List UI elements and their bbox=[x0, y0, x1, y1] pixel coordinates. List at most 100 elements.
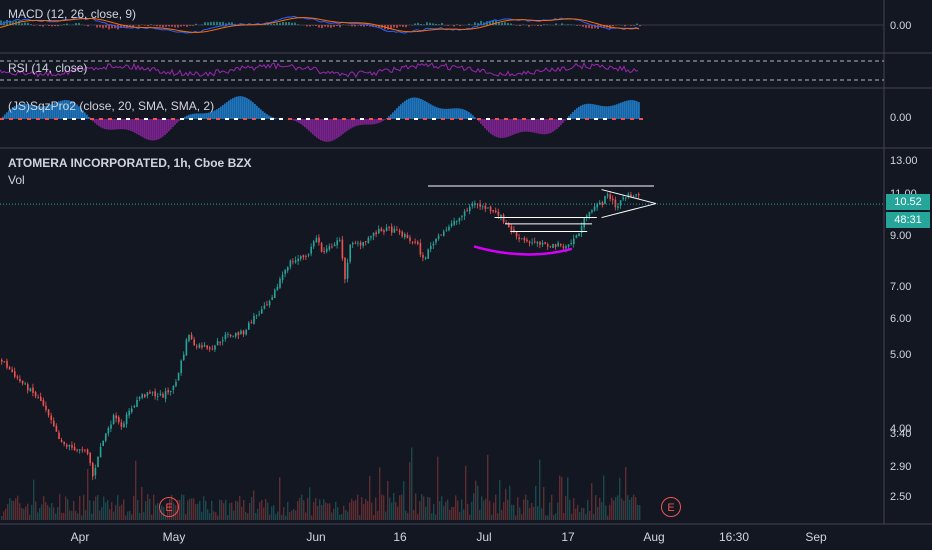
candle-body bbox=[258, 313, 260, 315]
volume-bar bbox=[523, 499, 525, 520]
macd-histogram-bar bbox=[42, 25, 44, 27]
candle-body bbox=[84, 449, 86, 451]
candle-body bbox=[271, 297, 273, 300]
sqz-momentum-bar bbox=[478, 119, 480, 122]
volume-bar bbox=[365, 498, 367, 520]
volume-bar bbox=[263, 507, 265, 520]
x-tick-may: May bbox=[162, 530, 186, 544]
volume-bar bbox=[377, 511, 379, 520]
sqz-momentum-bar bbox=[314, 119, 316, 137]
macd-histogram-bar bbox=[105, 25, 107, 28]
earnings-marker-may[interactable]: E bbox=[159, 497, 179, 517]
volume-bar bbox=[397, 506, 399, 520]
x-tick-jul: Jul bbox=[476, 530, 492, 544]
candle-body bbox=[170, 391, 172, 392]
volume-bar bbox=[591, 483, 593, 520]
sqz-momentum-bar bbox=[628, 100, 630, 119]
candle-body bbox=[456, 221, 458, 222]
sqz-momentum-bar bbox=[362, 119, 364, 125]
volume-bar bbox=[293, 509, 295, 520]
macd-histogram-bar bbox=[333, 25, 335, 27]
macd-histogram-bar bbox=[102, 25, 104, 29]
candle-body bbox=[1, 359, 3, 362]
sqz-momentum-bar bbox=[100, 119, 102, 128]
macd-histogram-bar bbox=[291, 22, 293, 25]
candle-body bbox=[16, 376, 19, 378]
sqz-momentum-bar bbox=[488, 119, 490, 133]
candle-body bbox=[287, 267, 289, 271]
candle-body bbox=[580, 226, 583, 234]
macd-histogram-bar bbox=[132, 25, 134, 27]
candle-body bbox=[554, 244, 557, 247]
candle-body bbox=[115, 415, 117, 419]
macd-histogram-bar bbox=[30, 24, 32, 25]
volume-bar bbox=[307, 498, 309, 520]
sqz-momentum-bar bbox=[102, 119, 104, 129]
volume-bar bbox=[187, 500, 189, 520]
candle-body bbox=[362, 241, 364, 246]
candle-body bbox=[183, 354, 185, 361]
volume-bar bbox=[273, 505, 275, 520]
volume-bar bbox=[243, 500, 245, 520]
candle-body bbox=[401, 231, 403, 237]
earnings-marker-aug[interactable]: E bbox=[661, 497, 681, 517]
volume-bar bbox=[289, 512, 291, 520]
macd-histogram-bar bbox=[57, 25, 59, 27]
macd-histogram-bar bbox=[414, 23, 416, 25]
volume-bar bbox=[349, 502, 351, 520]
volume-bar bbox=[391, 502, 393, 520]
sqz-momentum-bar bbox=[542, 119, 544, 135]
candle-body bbox=[411, 241, 414, 243]
volume-bar bbox=[207, 509, 209, 520]
volume-bar bbox=[257, 509, 259, 520]
volume-bar bbox=[31, 504, 33, 520]
sqz-momentum-bar bbox=[626, 100, 628, 119]
candle-body bbox=[29, 388, 32, 391]
candle-body bbox=[118, 417, 120, 423]
sqz-momentum-bar bbox=[176, 119, 178, 124]
sqz-momentum-bar bbox=[468, 112, 470, 119]
candle-body bbox=[146, 392, 149, 396]
sqz-momentum-bar bbox=[588, 103, 590, 119]
sqz-momentum-bar bbox=[352, 119, 354, 128]
sqz-dot bbox=[531, 118, 535, 120]
sqz-momentum-bar bbox=[166, 119, 168, 134]
macd-histogram-bar bbox=[579, 25, 581, 26]
sqz-momentum-bar bbox=[174, 119, 176, 126]
candle-body bbox=[112, 415, 115, 424]
macd-histogram-bar bbox=[195, 23, 197, 25]
volume-bar bbox=[123, 499, 125, 520]
candle-body bbox=[609, 194, 611, 200]
volume-bar bbox=[69, 510, 71, 520]
volume-bar bbox=[539, 459, 541, 520]
volume-bar bbox=[253, 490, 255, 520]
candle-body bbox=[632, 196, 635, 197]
macd-histogram-bar bbox=[330, 25, 332, 28]
sqz-momentum-bar bbox=[464, 109, 466, 119]
volume-bar bbox=[249, 502, 251, 520]
volume-bar bbox=[611, 497, 613, 520]
candle-body bbox=[495, 210, 497, 213]
sqz-momentum-bar bbox=[144, 119, 146, 139]
candle-body bbox=[320, 243, 323, 252]
macd-histogram-bar bbox=[435, 23, 437, 25]
candle-body bbox=[596, 203, 598, 208]
volume-bar bbox=[423, 496, 425, 520]
candle-body bbox=[383, 230, 385, 233]
macd-title: MACD (12, 26, close, 9) bbox=[8, 7, 137, 21]
sqz-dot bbox=[135, 118, 139, 120]
volume-bar bbox=[151, 514, 153, 520]
macd-histogram-bar bbox=[438, 24, 440, 25]
sqz-momentum-bar bbox=[388, 116, 390, 119]
sqz-momentum-bar bbox=[466, 110, 468, 119]
macd-histogram-bar bbox=[426, 22, 428, 25]
candle-body bbox=[141, 394, 143, 398]
macd-histogram-bar bbox=[267, 23, 269, 25]
volume-bar bbox=[409, 462, 411, 520]
macd-histogram-bar bbox=[423, 24, 425, 25]
sqz-momentum-bar bbox=[268, 115, 270, 119]
sqz-momentum-bar bbox=[82, 110, 84, 119]
candle-body bbox=[575, 235, 578, 238]
